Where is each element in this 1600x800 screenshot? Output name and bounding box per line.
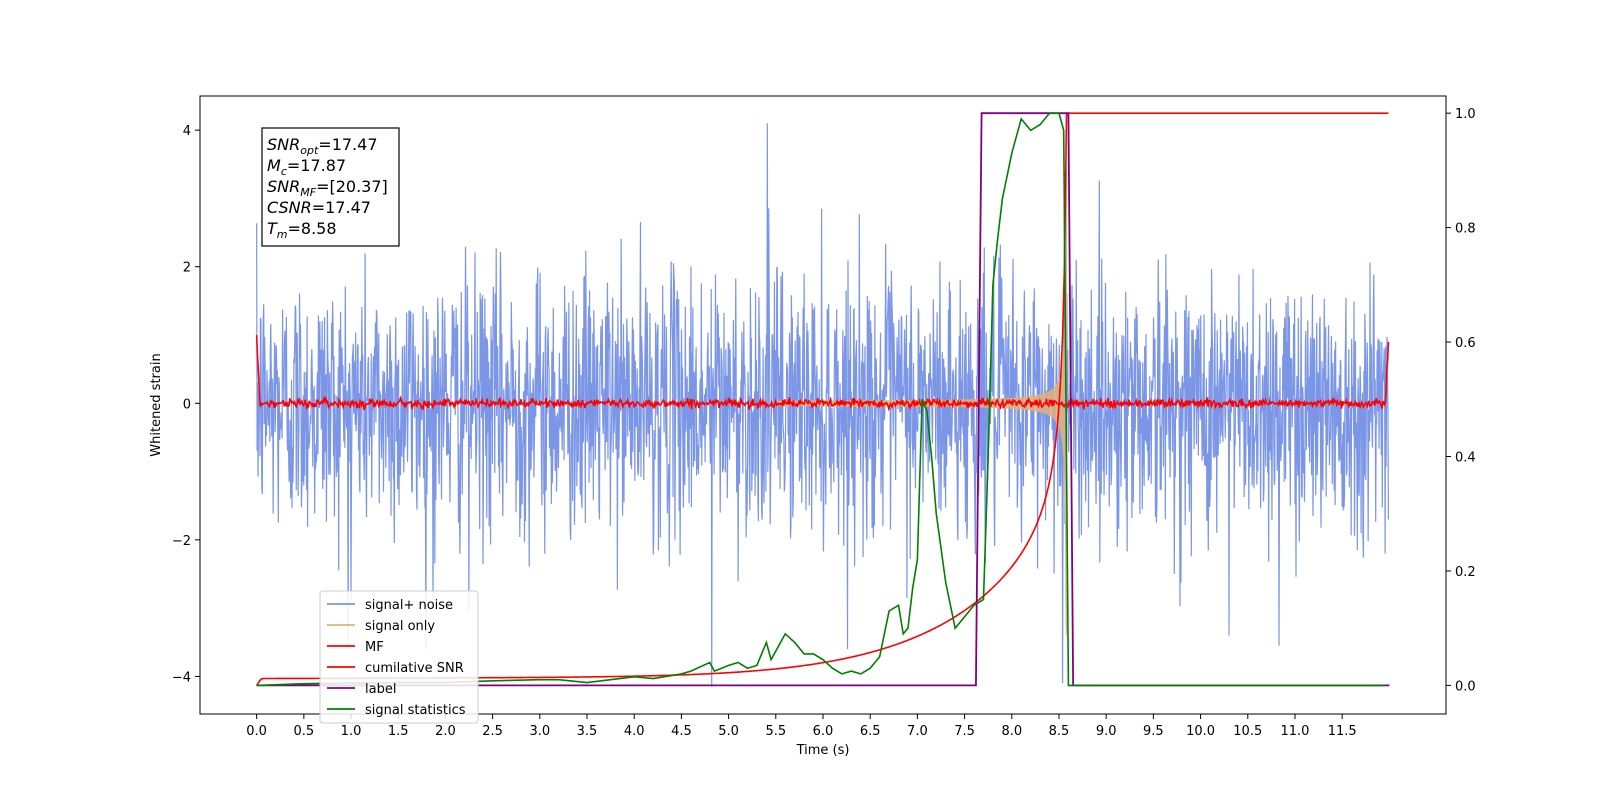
x-tick-label: 8.5 — [1049, 724, 1070, 739]
y-axis-label-left: Whitened strain — [149, 353, 164, 456]
annotation-line: SNRMF=[20.37] — [267, 177, 388, 199]
legend-frame — [319, 590, 479, 724]
y-right-tick-label: 1.0 — [1455, 107, 1476, 122]
legend-label: signal statistics — [365, 703, 466, 718]
x-tick-label: 1.5 — [388, 724, 409, 739]
x-tick-label: 4.0 — [624, 724, 645, 739]
y-left-tick-label: 0 — [183, 397, 191, 412]
x-tick-label: 0.0 — [246, 724, 267, 739]
x-tick-label: 1.0 — [341, 724, 362, 739]
x-tick-label: 3.0 — [529, 724, 550, 739]
x-tick-label: 2.5 — [482, 724, 503, 739]
x-tick-label: 9.0 — [1096, 724, 1117, 739]
x-tick-label: 2.0 — [435, 724, 456, 739]
x-tick-label: 8.0 — [1001, 724, 1022, 739]
series-mf-line — [255, 334, 1390, 412]
annotation-line: SNRopt=17.47 — [267, 135, 378, 157]
y-right-tick-label: 0.2 — [1455, 565, 1476, 580]
series-signal-statistics-line — [256, 112, 1385, 687]
y-left-tick-label: 2 — [183, 261, 191, 276]
annotation-line: CSNR=17.47 — [267, 198, 371, 217]
annotation-frame — [261, 127, 400, 247]
y-left-tick-label: −2 — [172, 534, 191, 549]
x-axis-label: Time (s) — [796, 743, 850, 758]
x-tick-label: 10.5 — [1233, 724, 1262, 739]
y-right-tick-label: 0.4 — [1455, 451, 1476, 466]
x-tick-label: 3.5 — [577, 724, 598, 739]
x-tick-label: 11.5 — [1328, 724, 1357, 739]
x-tick-label: 7.0 — [907, 724, 928, 739]
x-tick-label: 5.5 — [765, 724, 786, 739]
x-tick-label: 4.5 — [671, 724, 692, 739]
annotation-line: Tm=8.58 — [267, 219, 337, 241]
x-tick-label: 0.5 — [293, 724, 314, 739]
legend-label: signal+ noise — [365, 598, 453, 613]
y-left-tick-label: −4 — [172, 670, 191, 685]
y-left-tick-label: 4 — [183, 124, 191, 139]
x-tick-label: 6.0 — [813, 724, 834, 739]
ticks-layer: 0.0 0.5 1.0 1.5 2.0 2.5 3.0 3.5 4.0 4.5 5.0 5.5 6.0 6… — [172, 107, 1476, 739]
y-right-tick-label: 0.0 — [1455, 679, 1476, 694]
legend-label: signal only — [365, 619, 435, 634]
x-tick-label: 9.5 — [1143, 724, 1164, 739]
y-right-tick-label: 0.8 — [1455, 222, 1476, 237]
y-right-tick-label: 0.6 — [1455, 336, 1476, 351]
legend-label: label — [365, 682, 396, 697]
legend-label: MF — [365, 640, 384, 655]
x-tick-label: 6.5 — [860, 724, 881, 739]
series-signal-noise-line — [256, 123, 1390, 687]
legend: signal+ noise signal only MF cumilative SNR… — [319, 590, 479, 724]
annotation-box: SNRopt=17.47Mc=17.87SNRMF=[20.37]CSNR=17… — [261, 127, 400, 247]
legend-label: cumilative SNR — [365, 661, 464, 676]
x-tick-label: 11.0 — [1280, 724, 1309, 739]
x-tick-label: 5.0 — [718, 724, 739, 739]
x-tick-label: 10.0 — [1186, 724, 1215, 739]
x-tick-label: 7.5 — [954, 724, 975, 739]
annotation-line: Mc=17.87 — [267, 156, 346, 178]
